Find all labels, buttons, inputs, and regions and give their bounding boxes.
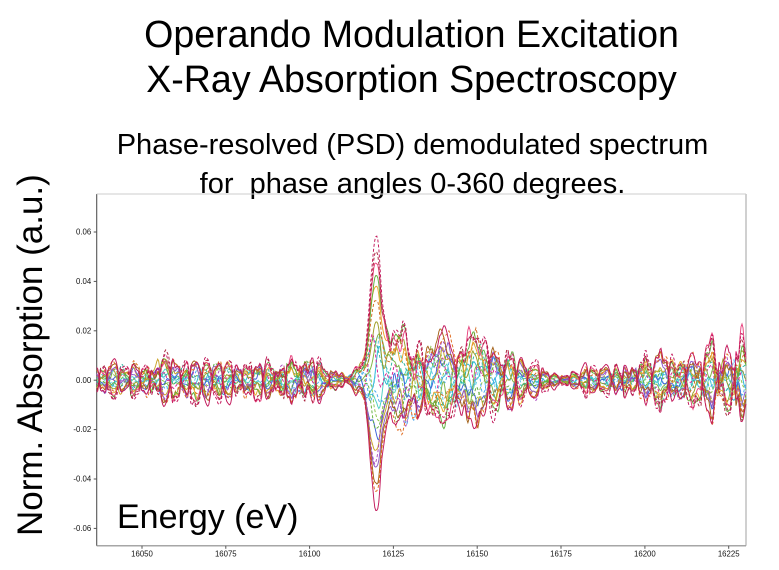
svg-text:-0.04: -0.04 [73,475,91,484]
svg-text:16100: 16100 [299,549,321,558]
svg-text:-0.06: -0.06 [73,524,91,533]
svg-text:-0.02: -0.02 [73,425,91,434]
svg-text:16200: 16200 [634,549,656,558]
svg-text:0.06: 0.06 [76,228,91,237]
svg-text:16050: 16050 [131,549,153,558]
svg-text:16175: 16175 [550,549,572,558]
svg-text:0.04: 0.04 [76,277,92,286]
svg-text:16125: 16125 [383,549,405,558]
svg-text:16225: 16225 [718,549,740,558]
svg-text:0.02: 0.02 [76,326,91,335]
svg-text:0.00: 0.00 [76,376,92,385]
svg-text:16150: 16150 [466,549,488,558]
svg-text:16075: 16075 [215,549,237,558]
